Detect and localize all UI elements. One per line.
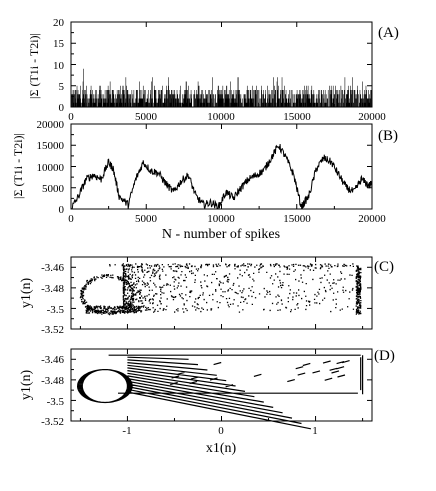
panel-a-ytick-5: 5	[59, 81, 65, 93]
panel-c-ytick-348: -3.48	[41, 283, 64, 295]
panel-c-scatter-points	[79, 263, 362, 316]
panel-b-label: (B)	[378, 128, 398, 144]
panel-b-ticks	[70, 123, 373, 210]
panel-d-points	[77, 354, 364, 430]
panel-d-ylabel: y1(n)	[19, 370, 34, 401]
panel-c-ytick-346: -3.46	[41, 262, 64, 274]
panel-b-xtick-5000: 5000	[135, 213, 158, 225]
panel-b-frame	[70, 123, 373, 210]
panel-d-trajectory	[77, 354, 364, 430]
panel-d-ytick-348: -3.48	[41, 375, 64, 387]
panel-d-xtick-1: 1	[312, 425, 318, 437]
panel-b-series-line	[71, 143, 373, 210]
panel-a-label: (A)	[378, 25, 399, 41]
panel-c-ytick-352: -3.52	[41, 324, 64, 336]
panel-d-ytick-352: -3.52	[41, 416, 64, 428]
panel-a-spike-bars	[70, 68, 372, 107]
panel-d-ticks	[71, 349, 372, 422]
panel-c-frame	[70, 256, 373, 330]
panel-b-xtick-0: 0	[68, 213, 74, 225]
panel-b-ytick-15000: 15000	[37, 140, 65, 152]
panel-b-ytick-0: 0	[59, 204, 65, 216]
panel-c-points	[79, 263, 362, 316]
panel-a-xtick-5000: 5000	[135, 111, 158, 123]
panel-d-frame	[70, 348, 373, 422]
panel-a-ylabel: |Σ (T1i - T2i)|	[27, 33, 41, 99]
panel-a-xtick-10000: 10000	[207, 111, 235, 123]
panel-b-ytick-5000: 5000	[42, 183, 65, 195]
panel-c-ylabel: y1(n)	[19, 278, 34, 309]
panel-d-xtick-0: 0	[218, 425, 224, 437]
panel-b: 0 5000 10000 15000 20000 0 5000 10000 15…	[11, 119, 398, 242]
panel-b-ytick-10000: 10000	[37, 162, 65, 174]
panel-d-ytick-350: -3.5	[47, 396, 65, 408]
panel-c-ytick-350: -3.5	[47, 304, 65, 316]
panel-b-xtick-10000: 10000	[207, 213, 235, 225]
panel-c-ticks	[71, 257, 372, 330]
panel-a-bars	[70, 68, 372, 107]
panel-d-label: (D)	[374, 348, 395, 364]
panel-a: 0 5 10 15 20 0 5000 10000 15000 20000 |Σ…	[27, 17, 399, 123]
panel-b-xtick-20000: 20000	[358, 213, 386, 225]
panel-c: -3.46 -3.48 -3.5 -3.52 y1(n) (C)	[19, 256, 394, 336]
panel-b-xlabel: N - number of spikes	[162, 227, 280, 242]
panel-c-label: (C)	[374, 259, 394, 275]
panel-a-xtick-15000: 15000	[283, 111, 311, 123]
panel-a-xtick-0: 0	[68, 111, 74, 123]
panel-d-ytick-346: -3.46	[41, 354, 64, 366]
panel-a-ytick-0: 0	[59, 102, 65, 114]
panel-a-ytick-20: 20	[53, 17, 65, 29]
panel-b-ytick-20000: 20000	[37, 119, 65, 131]
panel-d: -3.46 -3.48 -3.5 -3.52 -1 0 1 y1(n) x1(n…	[19, 348, 395, 456]
panel-d-xlabel: x1(n)	[206, 441, 237, 456]
panel-a-ytick-10: 10	[53, 60, 65, 72]
panel-a-ytick-15: 15	[53, 38, 65, 50]
panel-d-xtick-m1: -1	[122, 425, 131, 437]
panel-a-xtick-20000: 20000	[358, 111, 386, 123]
panel-b-ylabel: |Σ (T1i - T2i)|	[11, 133, 25, 199]
panel-a-ticks	[70, 21, 373, 108]
panel-b-xtick-15000: 15000	[283, 213, 311, 225]
